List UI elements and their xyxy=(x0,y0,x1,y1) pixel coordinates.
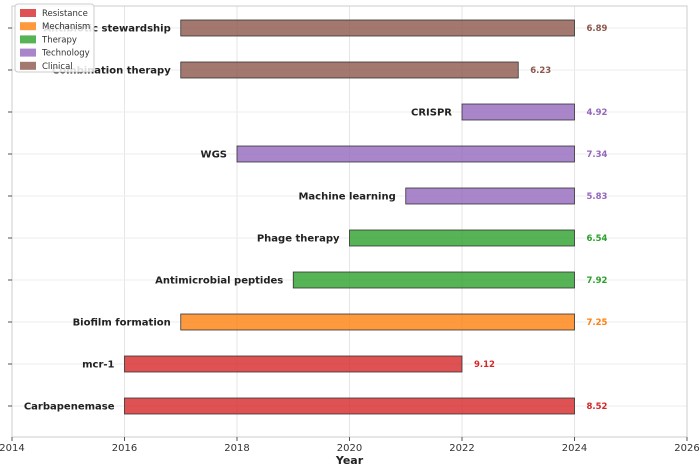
legend-label: Therapy xyxy=(41,35,77,45)
legend-label: Technology xyxy=(41,49,90,59)
value-label: 4.92 xyxy=(587,108,608,118)
value-label: 5.83 xyxy=(587,192,608,202)
bar xyxy=(124,355,463,373)
value-label: 6.54 xyxy=(587,234,608,244)
x-tick-label: 2020 xyxy=(337,443,362,454)
value-label: 7.34 xyxy=(587,150,608,160)
category-label: Combination therapy xyxy=(52,66,171,77)
value-label: 7.25 xyxy=(587,318,608,328)
bar xyxy=(236,145,575,163)
legend-swatch xyxy=(20,35,36,44)
category-label: Carbapenemase xyxy=(24,402,115,413)
category-label: CRISPR xyxy=(411,108,452,119)
bar xyxy=(349,229,575,247)
x-tick-label: 2014 xyxy=(0,443,25,454)
category-label: Phage therapy xyxy=(257,234,340,245)
category-label: Machine learning xyxy=(298,192,395,203)
legend-swatch xyxy=(20,61,36,70)
bar xyxy=(180,61,519,79)
category-label: WGS xyxy=(201,150,227,161)
x-tick-label: 2018 xyxy=(224,443,249,454)
bar xyxy=(405,187,575,205)
legend-label: Mechanism xyxy=(42,22,90,32)
value-label: 7.92 xyxy=(587,276,608,286)
x-tick-label: 2026 xyxy=(674,443,699,454)
value-label: 8.52 xyxy=(587,402,608,412)
bar-layer xyxy=(124,19,575,415)
bar xyxy=(180,19,575,37)
legend-swatch xyxy=(20,48,36,57)
legend-label: Resistance xyxy=(42,9,88,19)
legend: Resistance Mechanism Therapy Technology Clin… xyxy=(14,3,95,73)
category-label: Antibiotic stewardship xyxy=(43,24,170,35)
x-axis-title: Year xyxy=(335,454,364,467)
bar xyxy=(461,103,575,121)
value-label: 6.89 xyxy=(587,24,608,34)
legend-swatch xyxy=(20,9,36,17)
category-label: Biofilm formation xyxy=(73,318,171,329)
x-tick-label: 2016 xyxy=(112,443,137,454)
legend-label: Clinical xyxy=(42,62,73,72)
bar xyxy=(124,397,575,415)
x-tick-label: 2022 xyxy=(449,443,474,454)
tick-layer: 2014 2016 2018 2020 2022 2024 2026 xyxy=(0,27,700,454)
value-label: 9.12 xyxy=(474,360,495,370)
value-label: 6.23 xyxy=(530,66,551,76)
bar xyxy=(292,271,575,289)
x-tick-label: 2024 xyxy=(562,443,587,454)
category-label: Antimicrobial peptides xyxy=(155,276,283,287)
category-label: mcr-1 xyxy=(82,360,114,371)
label-layer: Carbapenemase 8.52 mcr-1 9.12 Biofilm format… xyxy=(24,24,608,413)
legend-swatch xyxy=(20,22,36,31)
bar xyxy=(180,313,575,331)
